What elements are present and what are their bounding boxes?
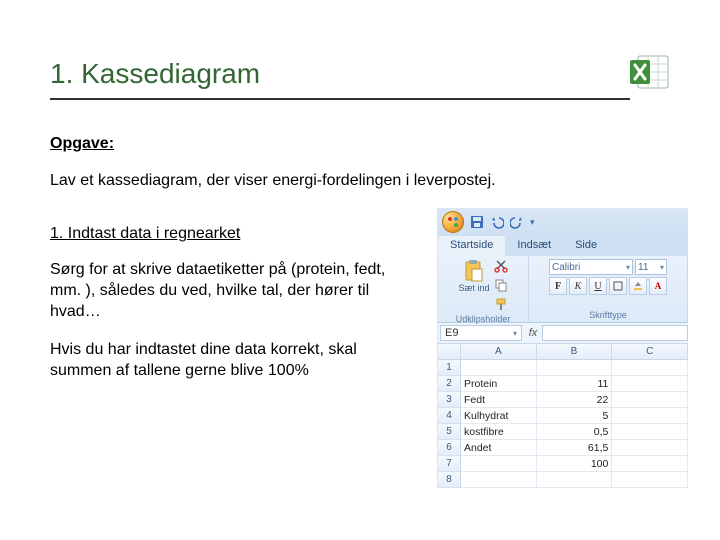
formula-bar-row: E9 ▾ fx [438,323,688,344]
group-font: Calibri▾ 11▾ F K U A Skrifttype [529,256,688,322]
group-clipboard: Sæt ind Udklipsholder [438,256,529,322]
row-6: 6 Andet 61,5 [438,440,688,456]
step-heading: 1. Indtast data i regnearket [50,225,240,243]
paste-button[interactable]: Sæt ind [458,259,490,295]
row-header[interactable]: 1 [438,360,461,376]
name-box-value: E9 [445,327,458,339]
cell[interactable] [612,440,688,456]
col-c[interactable]: C [612,344,688,360]
font-size-value: 11 [638,262,648,273]
copy-icon[interactable] [494,278,508,295]
paragraph-2: Hvis du har indtastet dine data korrekt,… [50,340,380,382]
cell[interactable] [612,376,688,392]
cell[interactable]: kostfibre [461,424,537,440]
cell[interactable]: 100 [537,456,613,472]
ribbon: Sæt ind Udklipsholder Calibri▾ 11▾ [438,256,688,323]
cell[interactable] [537,360,613,376]
row-header[interactable]: 5 [438,424,461,440]
bold-button[interactable]: F [549,277,567,295]
tab-home[interactable]: Startside [438,236,505,256]
border-button[interactable] [609,277,627,295]
cell[interactable] [612,392,688,408]
select-all-corner[interactable] [438,344,461,360]
ribbon-tabs: Startside Indsæt Side [438,236,688,256]
row-8: 8 [438,472,688,488]
cell[interactable]: Protein [461,376,537,392]
cell[interactable] [461,360,537,376]
font-name-select[interactable]: Calibri▾ [549,259,633,275]
cell[interactable] [612,472,688,488]
qat-dropdown-icon[interactable]: ▾ [530,217,535,228]
cell[interactable] [461,472,537,488]
cell[interactable]: 5 [537,408,613,424]
cell[interactable] [612,408,688,424]
row-4: 4 Kulhydrat 5 [438,408,688,424]
cell[interactable] [612,360,688,376]
group-clipboard-label: Udklipsholder [456,314,511,324]
row-header[interactable]: 8 [438,472,461,488]
font-name-value: Calibri [552,262,580,273]
fx-icon[interactable]: fx [524,323,542,343]
slide: 1. Kassediagram Opgave: Lav et kassediag… [0,0,720,540]
title-rule [50,98,630,100]
cut-icon[interactable] [494,259,508,276]
paragraph-1: Sørg for at skrive dataetiketter på (pro… [50,260,390,322]
cell[interactable]: Kulhydrat [461,408,537,424]
row-3: 3 Fedt 22 [438,392,688,408]
row-2: 2 Protein 11 [438,376,688,392]
name-box[interactable]: E9 ▾ [440,325,522,341]
cell[interactable]: 0,5 [537,424,613,440]
spreadsheet-grid: A B C 1 2 Protein 11 3 Fedt 22 [438,344,688,488]
paste-label: Sæt ind [458,283,489,293]
undo-icon[interactable] [490,215,504,229]
tab-pagelayout[interactable]: Side [563,236,609,256]
cell[interactable] [461,456,537,472]
task-text: Lav et kassediagram, der viser energi-fo… [50,172,650,190]
formula-bar[interactable] [542,325,688,341]
column-headers: A B C [438,344,688,360]
cell[interactable]: 11 [537,376,613,392]
task-heading: Opgave: [50,135,114,153]
redo-icon[interactable] [510,215,524,229]
group-font-label: Skrifttype [589,310,627,320]
cell[interactable]: Fedt [461,392,537,408]
quick-access-toolbar: ▾ [438,208,688,236]
font-size-select[interactable]: 11▾ [635,259,667,275]
cell[interactable] [612,456,688,472]
cell[interactable]: Andet [461,440,537,456]
cell[interactable]: 61,5 [537,440,613,456]
italic-button[interactable]: K [569,277,587,295]
col-a[interactable]: A [461,344,537,360]
row-1: 1 [438,360,688,376]
cell[interactable]: 22 [537,392,613,408]
font-color-button[interactable]: A [649,277,667,295]
excel-logo-icon [628,52,672,92]
fill-color-button[interactable] [629,277,647,295]
tab-insert[interactable]: Indsæt [505,236,563,256]
col-b[interactable]: B [537,344,613,360]
underline-button[interactable]: U [589,277,607,295]
office-button[interactable] [442,211,464,233]
excel-screenshot: ▾ Startside Indsæt Side Sæt ind [437,208,688,488]
page-title: 1. Kassediagram [50,58,260,90]
format-painter-icon[interactable] [494,297,508,314]
row-header[interactable]: 2 [438,376,461,392]
cell[interactable] [612,424,688,440]
row-header[interactable]: 7 [438,456,461,472]
row-header[interactable]: 4 [438,408,461,424]
save-icon[interactable] [470,215,484,229]
row-header[interactable]: 6 [438,440,461,456]
cell[interactable] [537,472,613,488]
row-header[interactable]: 3 [438,392,461,408]
row-7: 7 100 [438,456,688,472]
row-5: 5 kostfibre 0,5 [438,424,688,440]
